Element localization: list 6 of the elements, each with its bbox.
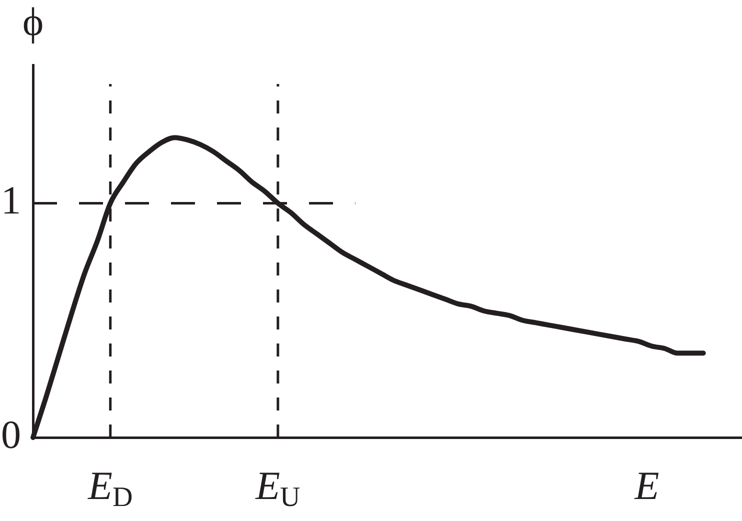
x-tick-label: E$_{U}$ [256,462,300,512]
x-axis-title: E [634,462,660,508]
y-axis-title: ϕ [22,0,44,44]
x-tick-label: E$_{D}$ [88,462,133,512]
y-tick-label: 1 [1,178,21,223]
y-tick-label: 0 [1,412,21,457]
